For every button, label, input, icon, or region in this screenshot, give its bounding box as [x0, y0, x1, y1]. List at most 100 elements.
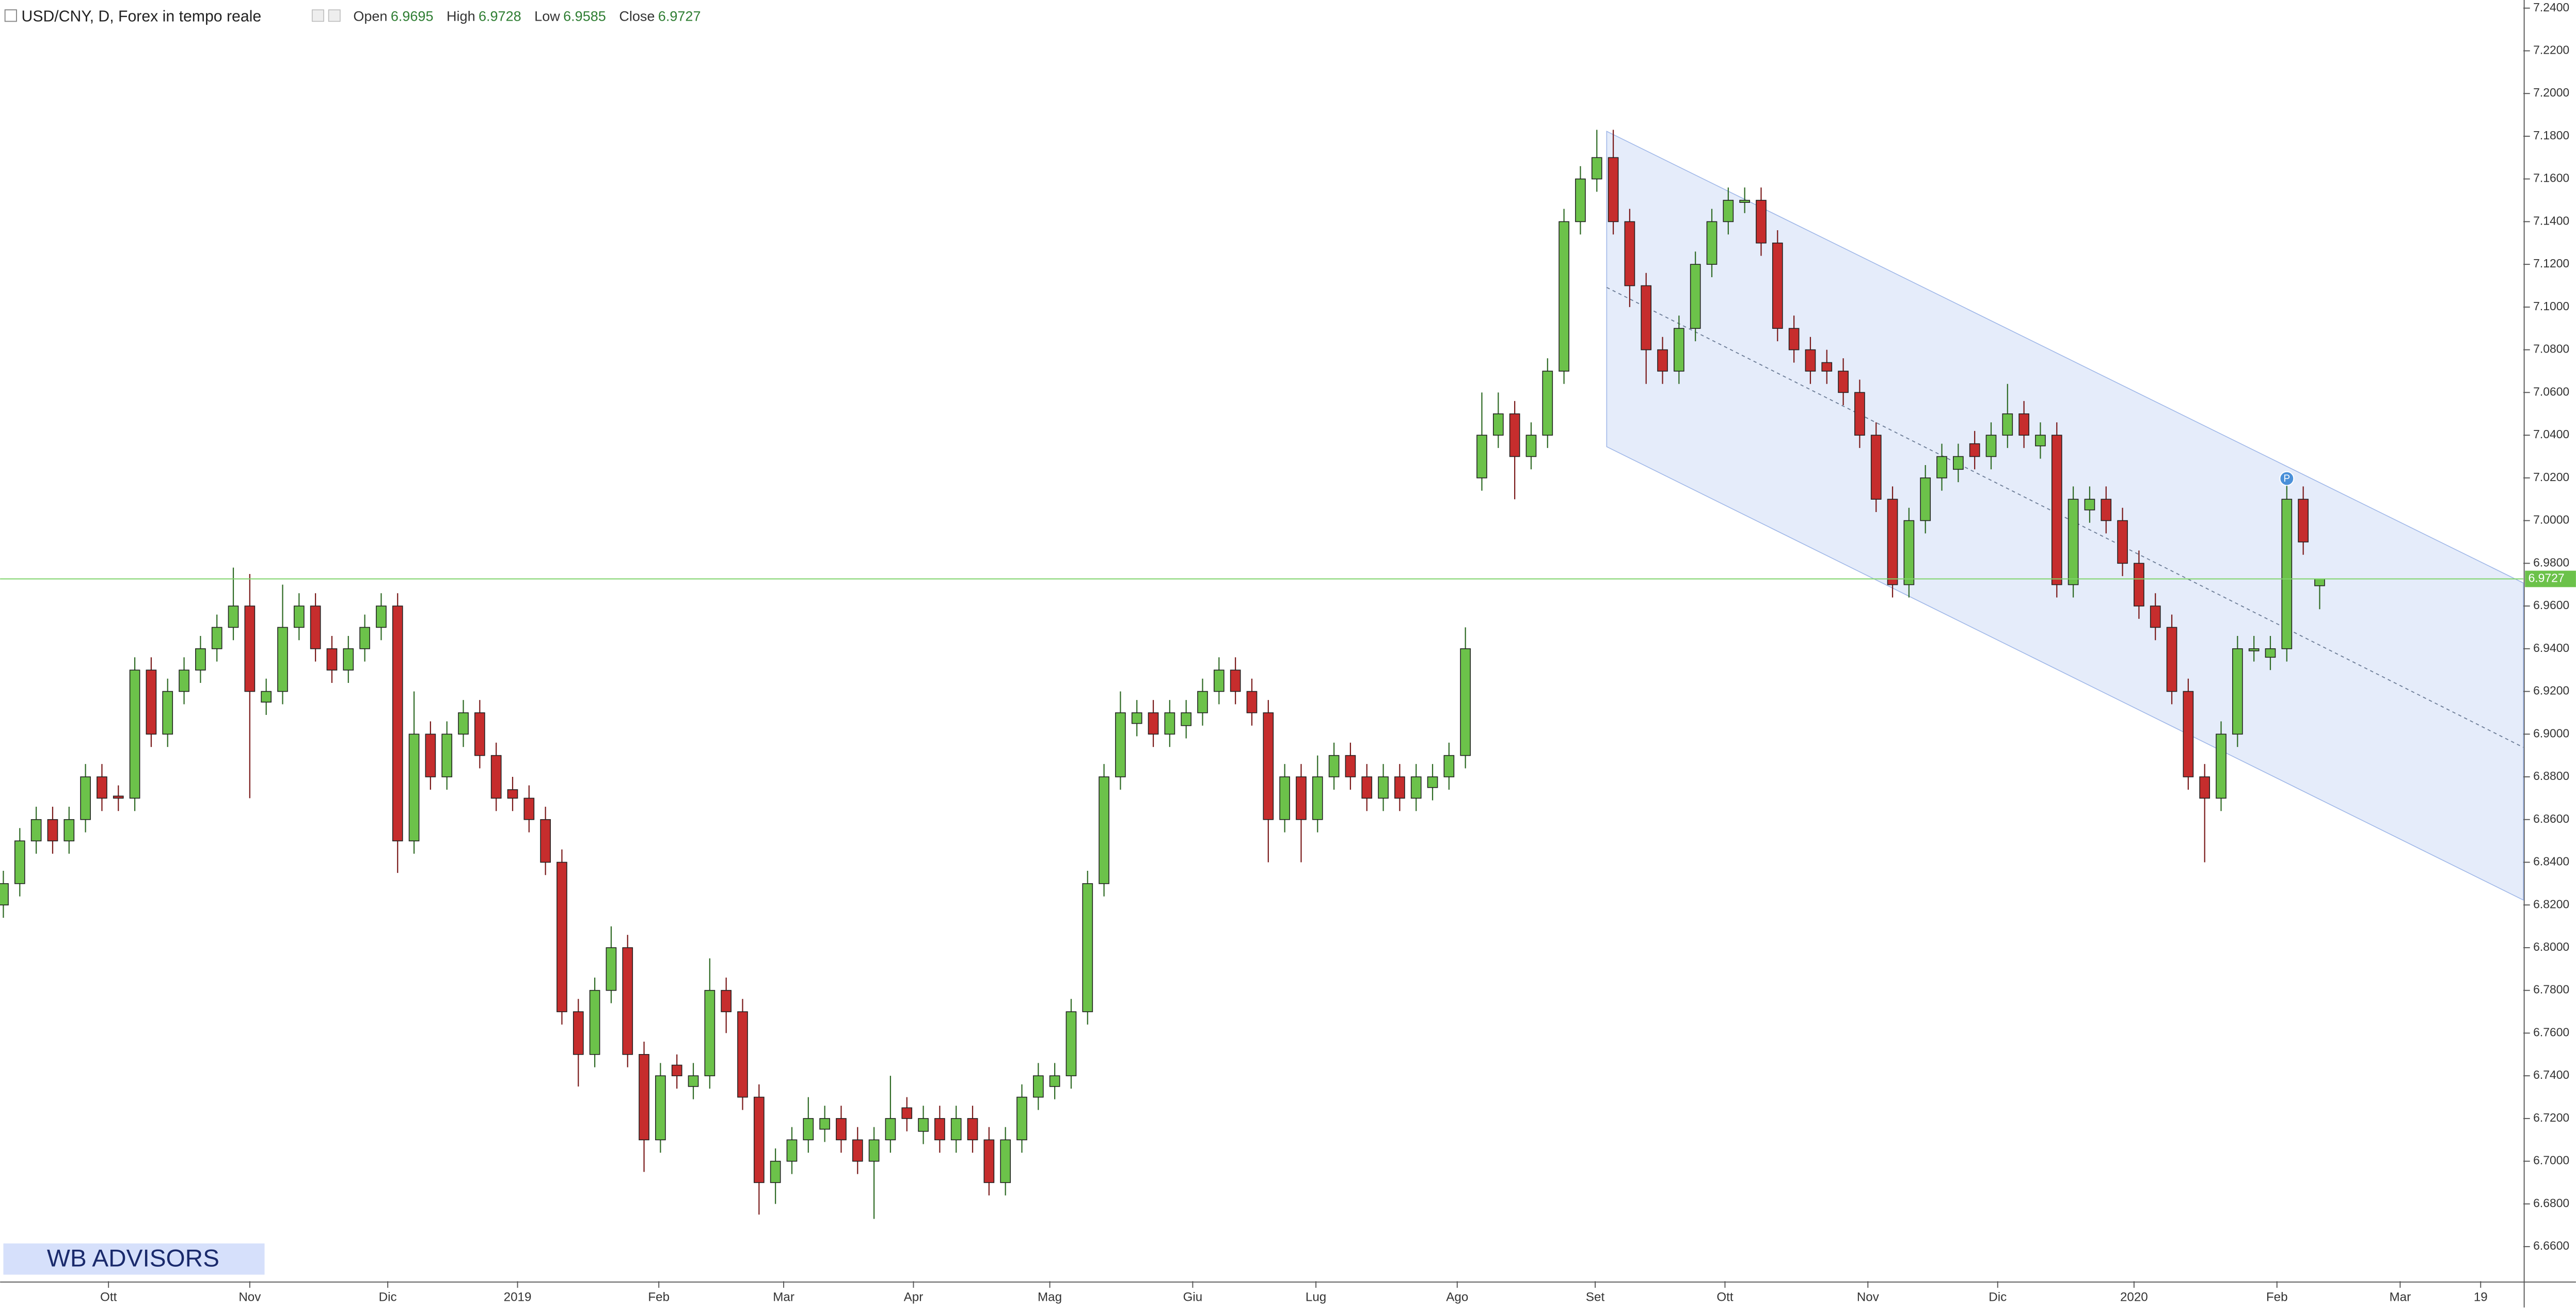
candle-body	[1263, 712, 1274, 820]
candle-body	[1230, 669, 1241, 692]
candle-body	[1575, 178, 1586, 222]
candle-body	[1756, 200, 1767, 244]
candle-body	[1690, 264, 1701, 329]
candle-body	[2150, 605, 2161, 628]
x-tick-label: Nov	[238, 1290, 261, 1304]
candle-body	[1066, 1011, 1077, 1076]
y-tick-label: 6.9200	[2533, 684, 2569, 697]
x-tick-label: Dic	[1989, 1290, 2007, 1304]
ohlc-value: 6.9585	[563, 9, 606, 24]
candle-body	[1082, 883, 1093, 1012]
y-tick-label: 7.0600	[2533, 385, 2569, 398]
marker-label: P	[2283, 473, 2290, 484]
y-tick-label: 6.9600	[2533, 598, 2569, 612]
y-tick-label: 6.9400	[2533, 641, 2569, 655]
x-tick-label: Ago	[1446, 1290, 1468, 1304]
candle-body	[836, 1118, 847, 1141]
x-tick-label: 2020	[2120, 1290, 2148, 1304]
candle-body	[1492, 413, 1504, 436]
y-tick-label: 7.1000	[2533, 299, 2569, 313]
candle-body	[688, 1075, 699, 1087]
candle-body	[376, 605, 387, 628]
candle-body	[1328, 755, 1340, 777]
y-tick-label: 6.9800	[2533, 555, 2569, 569]
candle-body	[606, 947, 617, 991]
candle-body	[885, 1118, 896, 1141]
candle-body	[1838, 371, 1849, 393]
candle-body	[983, 1139, 995, 1183]
x-tick-label: Set	[1586, 1290, 1605, 1304]
candle-body	[277, 627, 288, 692]
marker	[2279, 471, 2295, 486]
candle-body	[1739, 200, 1750, 203]
header-icon	[4, 9, 17, 22]
candle-body	[1410, 776, 1422, 799]
candle-body	[2314, 578, 2325, 586]
candle-body	[737, 1011, 748, 1098]
ohlc-label: Open	[353, 9, 387, 24]
candle-body	[721, 990, 732, 1012]
candle-body	[1887, 499, 1898, 585]
candle-body	[1706, 221, 1718, 265]
candle-body	[2298, 499, 2309, 543]
candle-body	[523, 797, 535, 820]
candle-body	[1296, 776, 1307, 820]
candle-body	[1509, 413, 1520, 457]
candle-body	[80, 776, 91, 820]
candle-body	[326, 648, 338, 671]
candle-body	[2281, 499, 2293, 649]
candle-body	[2101, 499, 2112, 521]
candle-body	[1181, 712, 1192, 726]
ohlc-label: Close	[619, 9, 655, 24]
candle-body	[1591, 157, 1602, 180]
y-tick-label: 6.8200	[2533, 897, 2569, 911]
candle-body	[1969, 443, 1980, 457]
ohlc-label: Low	[534, 9, 560, 24]
candle-body	[2051, 435, 2062, 585]
last-price-box	[2525, 570, 2576, 587]
candle-body	[1608, 157, 1619, 222]
candle-body	[819, 1118, 830, 1130]
candle-body	[950, 1118, 962, 1141]
candle-body	[474, 712, 485, 756]
candle-body	[0, 883, 9, 906]
candle-body	[1164, 712, 1175, 735]
candle-body	[14, 840, 25, 884]
candle-body	[918, 1118, 929, 1132]
candle-body	[310, 605, 321, 649]
y-tick-label: 6.9000	[2533, 726, 2569, 740]
candle-body	[1460, 648, 1471, 756]
channel-midline	[1606, 286, 2524, 748]
y-tick-label: 6.7400	[2533, 1068, 2569, 1081]
y-tick-label: 7.1800	[2533, 129, 2569, 142]
candle-body	[30, 819, 42, 841]
y-tick-label: 7.2400	[2533, 1, 2569, 14]
plot-area	[0, 130, 2524, 1219]
candle-body	[1279, 776, 1290, 820]
candle-body	[1000, 1139, 1011, 1183]
last-price-label: 6.9727	[2529, 571, 2565, 585]
x-tick-label: Ott	[1716, 1290, 1734, 1304]
candle-body	[2035, 435, 2046, 446]
candle-body	[1821, 362, 1833, 372]
candle-body	[293, 605, 305, 628]
y-tick-label: 6.8600	[2533, 812, 2569, 825]
candle-body	[1870, 435, 1882, 500]
y-tick-label: 6.8400	[2533, 855, 2569, 868]
candle-body	[1559, 221, 1569, 372]
candle-body	[704, 990, 715, 1076]
x-tick-label: Feb	[2266, 1290, 2288, 1304]
candle-body	[129, 669, 140, 799]
candle-body	[244, 605, 256, 692]
candle-body	[556, 862, 567, 1012]
y-tick-label: 6.6600	[2533, 1239, 2569, 1252]
x-tick-label: 19	[2474, 1290, 2488, 1304]
candle-body	[803, 1118, 814, 1141]
candle-body	[1361, 776, 1373, 799]
candle-body	[228, 605, 239, 628]
candle-body	[868, 1139, 880, 1162]
candle-body	[1345, 755, 1356, 777]
candle-body	[852, 1139, 863, 1162]
